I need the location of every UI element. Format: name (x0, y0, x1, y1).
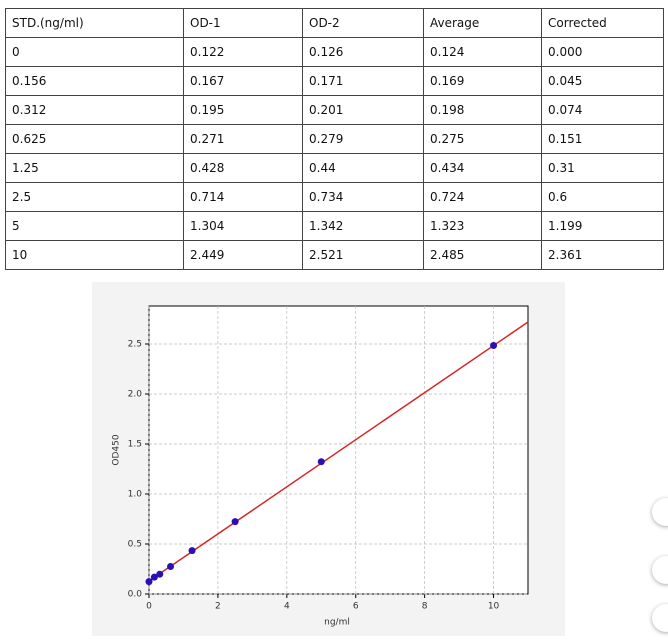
table-cell: 0.201 (302, 95, 424, 125)
table-cell: 0.167 (183, 66, 303, 96)
data-point (167, 563, 175, 570)
table-row: 0.312 0.195 0.201 0.198 0.074 (5, 95, 664, 125)
table-cell: 2.5 (5, 182, 184, 212)
side-button[interactable] (652, 556, 668, 584)
table-cell: 0.734 (302, 182, 424, 212)
y-tick-label: 2.0 (128, 390, 143, 400)
table-cell: 0.724 (423, 182, 542, 212)
table-cell: 0.275 (423, 124, 542, 154)
table-cell: 0.122 (183, 37, 303, 67)
table-row: 5 1.304 1.342 1.323 1.199 (5, 211, 664, 241)
x-tick-label: 6 (353, 602, 359, 612)
header-row: STD.(ng/ml) OD-1 OD-2 Average Corrected (5, 8, 664, 38)
table-cell: 1.342 (302, 211, 424, 241)
table-cell: 0.000 (541, 37, 664, 67)
x-tick-label: 4 (284, 602, 290, 612)
y-tick-label: 2.5 (128, 340, 142, 350)
table-row: 0.625 0.271 0.279 0.275 0.151 (5, 124, 664, 154)
data-table: STD.(ng/ml) OD-1 OD-2 Average Corrected 0 0.12… (5, 8, 664, 270)
table-cell: 0.428 (183, 153, 303, 183)
table-cell: 2.485 (423, 240, 542, 270)
data-point (317, 458, 325, 466)
data-point (490, 342, 498, 349)
data-point (188, 547, 196, 555)
table-cell: 0.171 (302, 66, 424, 96)
table-cell: 0.156 (5, 66, 184, 96)
table-cell: 0.151 (541, 124, 664, 154)
plot-area (148, 305, 529, 595)
table-cell: 0.714 (183, 182, 303, 212)
table-cell: Average (423, 8, 542, 38)
table-cell: 0 (5, 37, 184, 67)
x-tick-label: 0 (146, 602, 152, 612)
table-cell: 0.271 (183, 124, 303, 154)
side-button[interactable] (652, 604, 668, 632)
table-cell: 0.169 (423, 66, 542, 96)
x-axis-label: ng/ml (324, 618, 350, 628)
table-cell: 0.198 (423, 95, 542, 125)
table-cell: 0.31 (541, 153, 664, 183)
data-point (145, 578, 153, 586)
table-row: 0 0.122 0.126 0.124 0.000 (5, 37, 664, 67)
table-cell: 10 (5, 240, 184, 270)
data-point (150, 573, 158, 581)
table-cell: 0.195 (183, 95, 303, 125)
table-cell: 1.304 (183, 211, 303, 241)
table-cell: 0.074 (541, 95, 664, 125)
table-row: 2.5 0.714 0.734 0.724 0.6 (5, 182, 664, 212)
chart: ng/ml OD450 0 2 4 6 8 10 0.0 0.5 1.0 1.5 2.0 2.5 (92, 282, 565, 636)
data-point (156, 570, 164, 578)
table-cell: STD.(ng/ml) (5, 8, 184, 38)
table-cell: 0.434 (423, 153, 542, 183)
table-cell: 5 (5, 211, 184, 241)
x-tick-label: 10 (488, 602, 500, 612)
table-cell: 0.045 (541, 66, 664, 96)
table-row: 0.156 0.167 0.171 0.169 0.045 (5, 66, 664, 96)
fit-line (148, 321, 529, 582)
table-cell: 0.279 (302, 124, 424, 154)
table-cell: 1.323 (423, 211, 542, 241)
table-cell: 0.44 (302, 153, 424, 183)
table-cell: 1.25 (5, 153, 184, 183)
table-cell: OD-1 (183, 8, 303, 38)
table-cell: 2.521 (302, 240, 424, 270)
table-cell: 0.6 (541, 182, 664, 212)
data-point (231, 518, 239, 526)
table-cell: 0.126 (302, 37, 424, 67)
table-cell: Corrected (541, 8, 664, 38)
side-button[interactable] (652, 498, 668, 526)
y-tick-label: 0.5 (128, 540, 142, 550)
table-cell: 0.312 (5, 95, 184, 125)
table-cell: 2.361 (541, 240, 664, 270)
table-cell: 0.124 (423, 37, 542, 67)
y-tick-label: 1.0 (128, 490, 143, 500)
table-cell: OD-2 (302, 8, 424, 38)
y-axis-label: OD450 (112, 434, 122, 465)
table-cell: 1.199 (541, 211, 664, 241)
x-tick-label: 2 (215, 602, 221, 612)
table-cell: 0.625 (5, 124, 184, 154)
y-tick-label: 1.5 (128, 440, 142, 450)
y-tick-label: 0.0 (128, 590, 143, 600)
table-cell: 2.449 (183, 240, 303, 270)
x-tick-label: 8 (422, 602, 428, 612)
table-row: 10 2.449 2.521 2.485 2.361 (5, 240, 664, 270)
table-row: 1.25 0.428 0.44 0.434 0.31 (5, 153, 664, 183)
